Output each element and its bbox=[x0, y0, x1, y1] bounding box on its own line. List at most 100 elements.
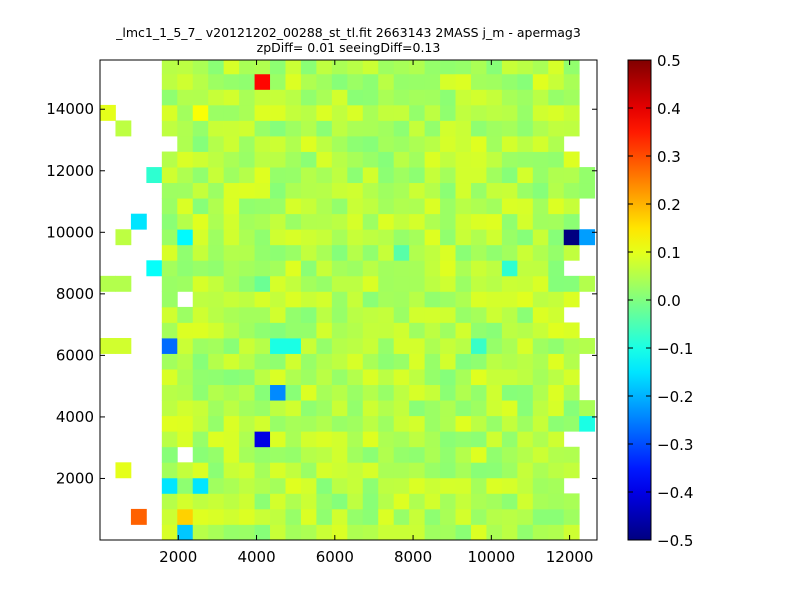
heatmap-cell bbox=[239, 167, 255, 184]
heatmap-cell bbox=[254, 260, 271, 277]
heatmap-cell bbox=[177, 462, 194, 479]
heatmap-cell bbox=[300, 136, 317, 152]
heatmap-cell bbox=[177, 198, 194, 215]
heatmap-cell bbox=[208, 446, 225, 463]
heatmap-cell bbox=[192, 353, 209, 370]
heatmap-cell bbox=[409, 477, 426, 494]
heatmap-cell bbox=[223, 384, 240, 401]
heatmap-cell bbox=[501, 151, 518, 168]
heatmap-cell bbox=[424, 462, 441, 479]
heatmap-cell bbox=[532, 260, 549, 277]
heatmap-cell bbox=[517, 493, 534, 510]
heatmap-cell bbox=[362, 431, 379, 448]
heatmap-cell bbox=[192, 229, 209, 246]
heatmap-cell bbox=[486, 431, 503, 448]
heatmap-cell bbox=[254, 104, 271, 121]
heatmap-cell bbox=[316, 213, 333, 230]
heatmap-cell bbox=[239, 306, 255, 323]
heatmap-cell bbox=[331, 120, 348, 137]
heatmap-cell bbox=[486, 120, 503, 137]
heatmap-cell bbox=[254, 524, 271, 541]
heatmap-cell bbox=[239, 89, 255, 106]
heatmap-cell bbox=[362, 369, 379, 386]
heatmap-cell bbox=[579, 275, 596, 292]
heatmap-cell bbox=[300, 446, 317, 463]
heatmap-cell bbox=[146, 167, 163, 184]
heatmap-cell bbox=[455, 477, 472, 494]
heatmap-cell bbox=[393, 291, 410, 308]
heatmap-cell bbox=[270, 431, 286, 448]
heatmap-cell bbox=[501, 60, 518, 75]
heatmap-cell bbox=[424, 306, 441, 323]
heatmap-cell bbox=[254, 493, 271, 510]
heatmap-cell bbox=[548, 306, 565, 323]
heatmap-cell bbox=[254, 136, 271, 152]
heatmap-cell bbox=[177, 167, 194, 184]
heatmap-cell bbox=[486, 338, 503, 354]
heatmap-cell bbox=[208, 493, 225, 510]
heatmap-cell bbox=[285, 477, 302, 494]
heatmap-cell bbox=[316, 477, 333, 494]
heatmap-cell bbox=[362, 384, 379, 401]
heatmap-cell bbox=[347, 431, 364, 448]
heatmap-cell bbox=[440, 493, 456, 510]
heatmap-cell bbox=[239, 353, 255, 370]
heatmap-cell bbox=[532, 89, 549, 106]
heatmap-cell bbox=[486, 167, 503, 184]
heatmap-cell bbox=[254, 431, 271, 448]
heatmap-cell bbox=[161, 182, 178, 199]
heatmap-cell bbox=[239, 524, 255, 541]
heatmap-cell bbox=[455, 291, 472, 308]
heatmap-cell bbox=[440, 120, 456, 137]
heatmap-cell bbox=[409, 167, 426, 184]
heatmap-cell bbox=[300, 244, 317, 261]
heatmap-cell bbox=[316, 306, 333, 323]
heatmap-cell bbox=[161, 508, 178, 525]
heatmap-cell bbox=[331, 244, 348, 261]
heatmap-cell bbox=[208, 244, 225, 261]
heatmap-cell bbox=[409, 338, 426, 354]
heatmap-cell bbox=[378, 446, 395, 463]
heatmap-cell bbox=[331, 446, 348, 463]
heatmap-cell bbox=[532, 104, 549, 121]
heatmap-cell bbox=[223, 198, 240, 215]
heatmap-cell bbox=[532, 338, 549, 354]
heatmap-cell bbox=[563, 151, 580, 168]
heatmap-cell bbox=[409, 431, 426, 448]
heatmap-cell bbox=[548, 415, 565, 432]
heatmap-cell bbox=[223, 151, 240, 168]
heatmap-cell bbox=[285, 244, 302, 261]
heatmap-cell bbox=[393, 462, 410, 479]
heatmap-cell bbox=[378, 198, 395, 215]
heatmap-cell bbox=[440, 104, 456, 121]
heatmap-cell bbox=[440, 182, 456, 199]
heatmap-cell bbox=[254, 120, 271, 137]
heatmap-cell bbox=[146, 260, 163, 277]
heatmap-cell bbox=[486, 275, 503, 292]
heatmap-cell bbox=[424, 213, 441, 230]
heatmap-cell bbox=[285, 400, 302, 417]
heatmap-cell bbox=[208, 229, 225, 246]
heatmap-cell bbox=[455, 198, 472, 215]
heatmap-cell bbox=[470, 244, 487, 261]
heatmap-cell bbox=[470, 291, 487, 308]
heatmap-cell bbox=[161, 306, 178, 323]
heatmap-cell bbox=[347, 167, 364, 184]
heatmap-cell bbox=[316, 400, 333, 417]
heatmap-cell bbox=[347, 136, 364, 152]
heatmap-cell bbox=[470, 198, 487, 215]
heatmap-cell bbox=[378, 306, 395, 323]
heatmap-cell bbox=[440, 136, 456, 152]
heatmap-cell bbox=[455, 73, 472, 90]
heatmap-cell bbox=[424, 73, 441, 90]
heatmap-cell bbox=[177, 275, 194, 292]
heatmap-cell bbox=[161, 338, 178, 354]
heatmap-cell bbox=[455, 384, 472, 401]
heatmap-cell bbox=[254, 353, 271, 370]
heatmap-cell bbox=[470, 415, 487, 432]
heatmap-cell bbox=[501, 446, 518, 463]
heatmap-cell bbox=[532, 493, 549, 510]
heatmap-cell bbox=[532, 151, 549, 168]
heatmap-cell bbox=[208, 306, 225, 323]
heatmap-cell bbox=[239, 120, 255, 137]
